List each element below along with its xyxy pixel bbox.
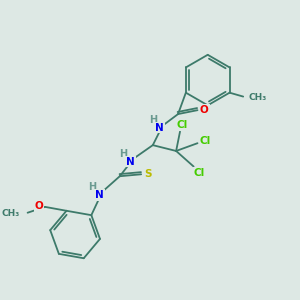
Text: Cl: Cl [200,136,211,146]
Text: CH₃: CH₃ [248,93,266,102]
Text: N: N [126,157,135,167]
Text: Cl: Cl [194,168,205,178]
Text: N: N [95,190,104,200]
Text: O: O [200,105,209,115]
Text: Cl: Cl [176,120,188,130]
Text: CH₃: CH₃ [2,209,20,218]
Text: H: H [88,182,97,192]
Text: H: H [149,115,157,125]
Text: N: N [155,123,164,133]
Text: H: H [120,149,128,159]
Text: S: S [144,169,152,179]
Text: O: O [35,201,44,211]
